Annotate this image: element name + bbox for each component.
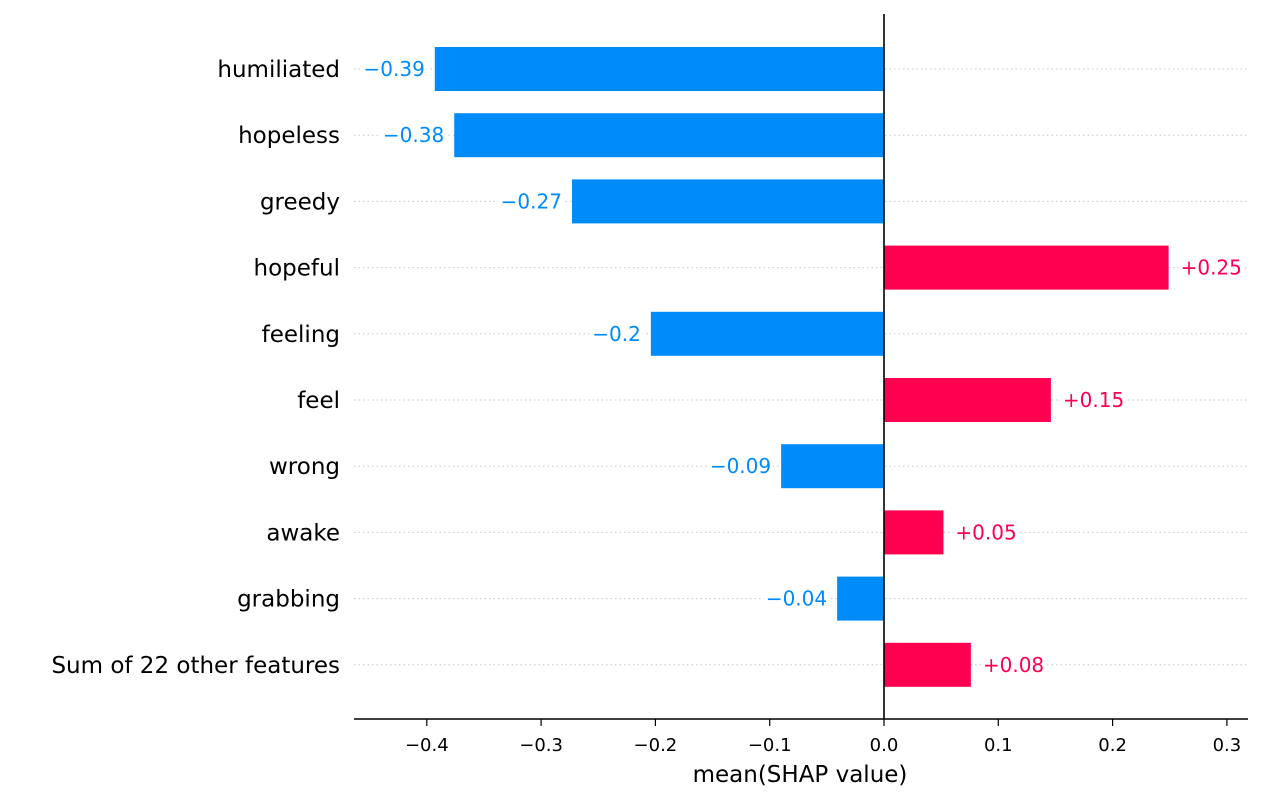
bar-feel	[884, 378, 1051, 422]
value-label: +0.08	[983, 653, 1044, 677]
value-label-background	[763, 586, 830, 611]
value-label: +0.25	[1181, 256, 1242, 280]
x-tick-label: −0.4	[405, 735, 449, 756]
feature-label: feeling	[262, 322, 340, 348]
value-label: −0.38	[383, 123, 444, 147]
feature-label: humiliated	[217, 57, 340, 83]
value-label: −0.27	[501, 189, 562, 213]
value-label-background	[380, 123, 447, 148]
x-tick-label: 0.0	[870, 735, 899, 756]
value-label-background	[980, 652, 1047, 677]
value-label-background	[1060, 388, 1127, 412]
feature-label: feel	[297, 388, 340, 414]
bar-sum-of-22-other-features	[884, 642, 971, 687]
value-label: −0.09	[710, 454, 771, 478]
x-tick-label: −0.1	[748, 735, 792, 756]
bar-wrong	[781, 444, 884, 489]
feature-label: Sum of 22 other features	[51, 653, 340, 679]
feature-label: grabbing	[237, 587, 340, 613]
x-tick-label: −0.2	[634, 735, 678, 756]
x-tick-label: −0.3	[519, 735, 563, 756]
value-label-background	[361, 57, 427, 81]
x-axis-title: mean(SHAP value)	[693, 762, 908, 788]
x-tick-label: 0.1	[984, 735, 1013, 756]
feature-label: wrong	[269, 454, 340, 480]
x-tick-label: 0.3	[1213, 735, 1242, 756]
bar-hopeless	[454, 113, 884, 158]
grid-lines	[354, 68, 1248, 666]
value-label: −0.2	[592, 322, 641, 346]
value-label-background	[590, 321, 643, 346]
labels: humiliated −0.39 hopeless −0.38 greedy −0.27 h…	[51, 57, 1244, 679]
bar-awake	[884, 510, 944, 555]
feature-label: hopeless	[238, 123, 340, 149]
value-label-background	[953, 520, 1019, 545]
x-tick-label: 0.2	[1098, 735, 1127, 756]
feature-label: greedy	[260, 189, 340, 215]
x-axis: −0.4 −0.3 −0.2 −0.1 0.0 0.1 0.2 0.3	[354, 14, 1248, 756]
value-label: +0.05	[955, 520, 1016, 544]
bar-humiliated	[434, 47, 884, 91]
bar-grabbing	[837, 576, 884, 621]
value-label-background	[707, 454, 774, 479]
bars	[434, 47, 1169, 687]
value-label: +0.15	[1063, 388, 1124, 412]
feature-label: hopeful	[254, 256, 340, 282]
value-label: −0.04	[766, 587, 827, 611]
value-label-background	[1178, 255, 1244, 280]
bar-hopeful	[884, 245, 1169, 290]
feature-label: awake	[266, 520, 340, 546]
value-label-background	[498, 189, 564, 214]
bar-greedy	[571, 179, 884, 224]
value-label: −0.39	[364, 57, 425, 81]
bar-feeling	[650, 311, 884, 356]
